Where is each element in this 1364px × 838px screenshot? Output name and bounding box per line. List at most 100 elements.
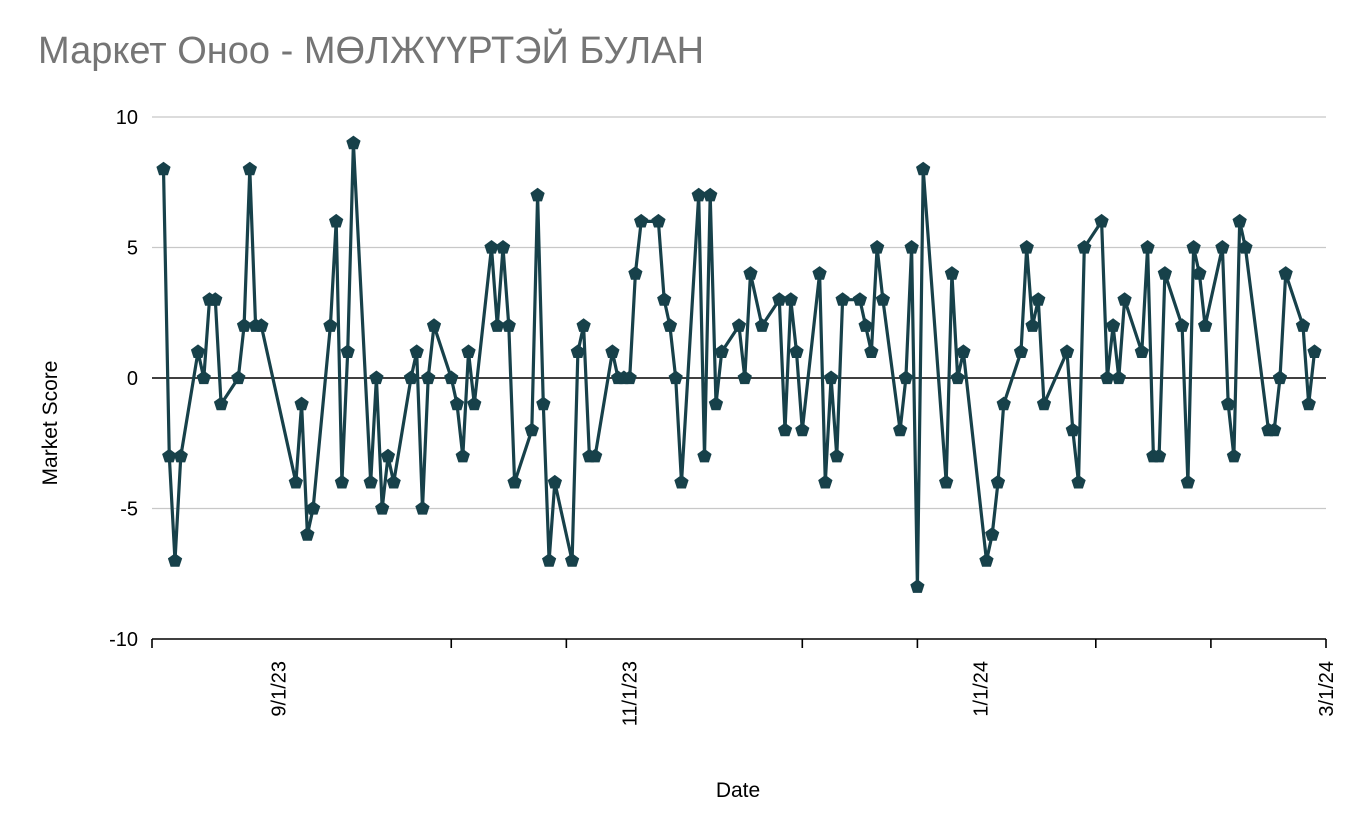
series-line <box>161 141 1317 589</box>
series <box>156 135 1322 593</box>
data-point-marker <box>576 318 591 332</box>
data-point-marker <box>1031 292 1046 306</box>
data-point-marker <box>990 474 1006 489</box>
data-point-marker <box>708 396 724 411</box>
x-tick-label: 9/1/23 <box>269 661 291 717</box>
data-point-marker <box>1100 370 1115 385</box>
data-point-marker <box>777 422 793 437</box>
data-point-marker <box>674 474 689 489</box>
data-point-marker <box>236 318 252 332</box>
data-point-marker <box>1175 318 1190 332</box>
data-point-marker <box>714 344 729 358</box>
data-point-marker <box>950 370 965 385</box>
data-point-marker <box>242 161 257 176</box>
data-point-marker <box>1036 396 1052 411</box>
data-point-marker <box>1221 396 1236 411</box>
data-point-marker <box>956 344 971 358</box>
y-tick-label: -10 <box>109 629 138 651</box>
data-point-marker <box>334 474 349 489</box>
data-point-marker <box>547 474 562 489</box>
data-point-marker <box>415 501 430 515</box>
data-point-marker <box>783 292 798 306</box>
data-point-marker <box>254 318 269 332</box>
data-point-marker <box>772 292 787 306</box>
data-point-marker <box>1065 422 1080 437</box>
data-point-marker <box>288 474 303 489</box>
x-tick-label: 3/1/24 <box>1316 661 1338 717</box>
y-axis-title: Market Score <box>39 361 62 486</box>
data-point-marker <box>858 318 873 332</box>
data-point-marker <box>1157 266 1172 280</box>
data-point-marker <box>789 344 804 358</box>
data-point-marker <box>375 501 390 515</box>
data-point-marker <box>1077 240 1092 254</box>
data-point-marker <box>898 370 913 385</box>
data-point-marker <box>323 318 338 332</box>
data-point-marker <box>754 318 770 332</box>
data-point-marker <box>904 240 919 254</box>
data-point-marker <box>162 448 177 463</box>
data-point-marker <box>691 187 706 202</box>
y-tick-label: -5 <box>120 499 138 521</box>
data-point-marker <box>622 370 637 385</box>
data-point-marker <box>916 161 931 176</box>
data-point-marker <box>1111 370 1126 385</box>
chart-title: Маркет Оноо - МӨЛЖҮҮРТЭЙ БУЛАН <box>38 30 705 72</box>
data-point-marker <box>346 135 361 150</box>
data-point-marker <box>979 553 994 567</box>
data-point-marker <box>421 370 436 385</box>
data-point-marker <box>1025 318 1040 332</box>
data-point-marker <box>530 187 545 202</box>
axes: 10 5 0 -5 -10 9/1/23 11/1/23 1/1/24 3/1/24 <box>109 107 1338 726</box>
data-point-marker <box>380 448 396 463</box>
data-point-marker <box>403 370 419 385</box>
data-point-marker <box>996 396 1011 411</box>
data-point-marker <box>524 422 539 437</box>
data-point-marker <box>743 266 758 280</box>
data-point-marker <box>484 240 499 254</box>
data-point-marker <box>490 318 505 332</box>
data-point-marker <box>294 396 309 411</box>
data-point-marker <box>1094 213 1109 228</box>
data-point-marker <box>300 527 315 541</box>
data-point-marker <box>1267 422 1282 437</box>
data-point-marker <box>196 370 211 385</box>
data-point-marker <box>893 422 908 437</box>
data-point-marker <box>1192 266 1207 280</box>
data-point-marker <box>1071 474 1086 489</box>
data-point-marker <box>944 266 960 280</box>
data-point-marker <box>190 344 206 358</box>
data-point-marker <box>329 213 344 228</box>
data-point-marker <box>369 370 384 385</box>
data-point-marker <box>1134 344 1149 358</box>
data-point-marker <box>461 344 476 358</box>
data-point-marker <box>651 213 666 228</box>
data-point-marker <box>1232 213 1247 228</box>
data-point-marker <box>852 292 867 306</box>
data-point-marker <box>703 187 718 202</box>
data-point-marker <box>823 370 839 385</box>
data-point-marker <box>657 292 672 306</box>
y-tick-label: 5 <box>127 238 138 260</box>
data-point-marker <box>812 266 827 280</box>
data-point-marker <box>668 370 683 385</box>
data-point-marker <box>910 579 925 593</box>
data-point-marker <box>939 474 954 489</box>
data-point-marker <box>306 501 321 515</box>
data-point-marker <box>167 553 183 567</box>
data-point-marker <box>662 318 678 332</box>
data-point-marker <box>1301 396 1316 411</box>
data-point-marker <box>1272 370 1288 385</box>
x-tick-label: 1/1/24 <box>971 661 993 717</box>
data-point-marker <box>1198 318 1213 332</box>
data-point-marker <box>495 240 511 254</box>
data-point-marker <box>1152 448 1167 463</box>
data-point-marker <box>542 553 557 567</box>
data-point-marker <box>795 422 810 437</box>
data-point-marker <box>1180 474 1195 489</box>
data-point-marker <box>536 396 551 411</box>
data-point-marker <box>426 318 442 332</box>
data-point-marker <box>208 292 223 306</box>
data-point-marker <box>588 448 603 463</box>
